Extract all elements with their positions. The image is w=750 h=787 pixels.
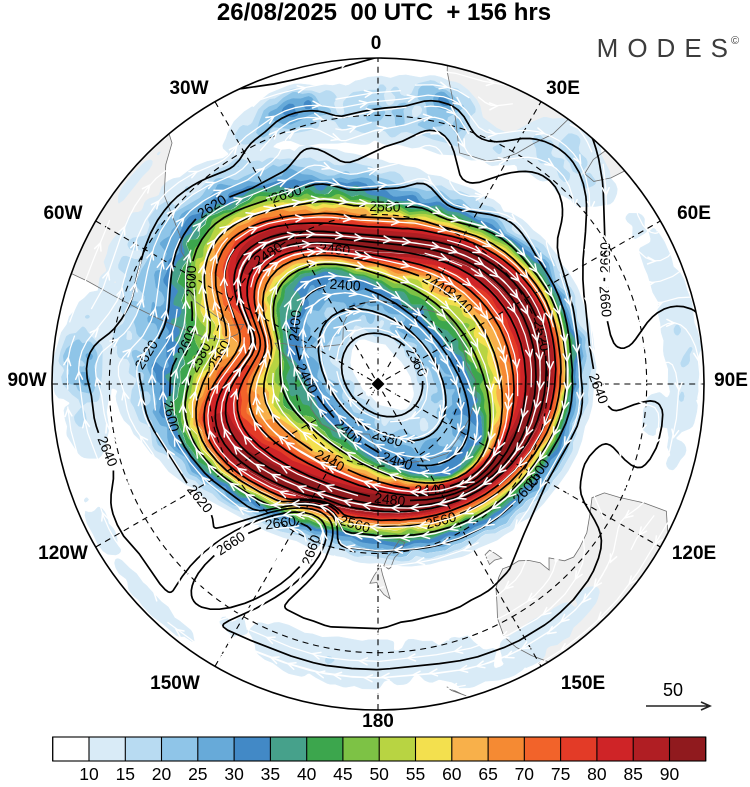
svg-text:2460: 2460 — [319, 240, 352, 258]
svg-text:60E: 60E — [677, 203, 711, 224]
svg-text:75: 75 — [551, 764, 570, 782]
svg-text:50: 50 — [369, 764, 389, 782]
svg-text:70: 70 — [515, 764, 535, 782]
svg-text:15: 15 — [116, 764, 135, 782]
svg-text:2580: 2580 — [369, 198, 401, 215]
svg-text:60: 60 — [442, 764, 462, 782]
svg-text:20: 20 — [152, 764, 172, 782]
svg-text:85: 85 — [623, 764, 642, 782]
svg-text:150W: 150W — [150, 673, 200, 694]
svg-text:55: 55 — [406, 764, 425, 782]
svg-text:26/08/2025 00 UTC + 156 hrs: 26/08/2025 00 UTC + 156 hrs — [217, 0, 551, 26]
svg-text:120W: 120W — [38, 543, 88, 564]
svg-text:180: 180 — [362, 711, 394, 732]
svg-text:2560: 2560 — [424, 508, 458, 532]
svg-text:90W: 90W — [7, 370, 46, 391]
svg-text:10: 10 — [79, 764, 99, 782]
svg-text:65: 65 — [478, 764, 497, 782]
svg-text:2660: 2660 — [596, 285, 615, 318]
svg-text:30: 30 — [224, 764, 244, 782]
svg-text:90: 90 — [660, 764, 680, 782]
svg-text:150E: 150E — [561, 673, 605, 694]
svg-text:25: 25 — [188, 764, 207, 782]
svg-text:35: 35 — [261, 764, 280, 782]
svg-text:40: 40 — [297, 764, 317, 782]
svg-text:45: 45 — [333, 764, 352, 782]
svg-text:2400: 2400 — [329, 276, 361, 294]
svg-text:2600: 2600 — [160, 399, 183, 433]
svg-text:30E: 30E — [546, 78, 580, 99]
svg-text:2660: 2660 — [597, 242, 613, 274]
svg-text:2600: 2600 — [182, 265, 199, 297]
svg-text:90E: 90E — [714, 370, 748, 391]
svg-text:120E: 120E — [672, 543, 716, 564]
svg-text:0: 0 — [371, 33, 382, 54]
svg-text:2480: 2480 — [373, 490, 406, 509]
svg-text:MODES: MODES — [597, 33, 737, 63]
svg-text:50: 50 — [663, 680, 683, 700]
svg-text:80: 80 — [587, 764, 607, 782]
svg-text:©: © — [731, 35, 739, 47]
svg-text:30W: 30W — [169, 78, 208, 99]
svg-text:60W: 60W — [43, 203, 82, 224]
